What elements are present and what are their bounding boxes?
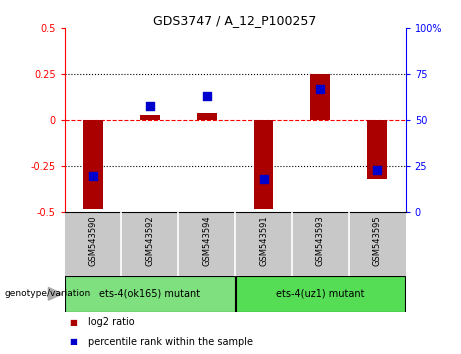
Polygon shape (48, 287, 62, 300)
Bar (254, 120, 273, 209)
Point (317, 86, 324, 92)
Text: ■: ■ (69, 337, 77, 346)
Bar (140, 115, 160, 120)
Text: GSM543595: GSM543595 (373, 216, 382, 266)
Text: GSM543591: GSM543591 (259, 216, 268, 266)
Text: GSM543594: GSM543594 (202, 216, 211, 266)
Point (203, 93, 210, 99)
Text: percentile rank within the sample: percentile rank within the sample (88, 337, 253, 347)
Bar (197, 113, 217, 120)
Bar (367, 120, 387, 179)
Text: log2 ratio: log2 ratio (88, 317, 134, 327)
Point (373, 167, 381, 173)
Text: GSM543593: GSM543593 (316, 216, 325, 266)
Title: GDS3747 / A_12_P100257: GDS3747 / A_12_P100257 (154, 14, 317, 27)
Bar (65, 276, 235, 312)
Point (146, 103, 154, 108)
Text: ets-4(ok165) mutant: ets-4(ok165) mutant (99, 289, 201, 299)
Text: ets-4(uz1) mutant: ets-4(uz1) mutant (276, 289, 365, 299)
Text: GSM543590: GSM543590 (89, 216, 97, 266)
Text: genotype/variation: genotype/variation (5, 289, 91, 298)
Point (260, 176, 267, 182)
Text: GSM543592: GSM543592 (145, 216, 154, 266)
Bar (236, 276, 405, 312)
Bar (83, 120, 103, 209)
Point (89, 173, 97, 178)
Bar (310, 74, 331, 120)
Text: ■: ■ (69, 318, 77, 327)
